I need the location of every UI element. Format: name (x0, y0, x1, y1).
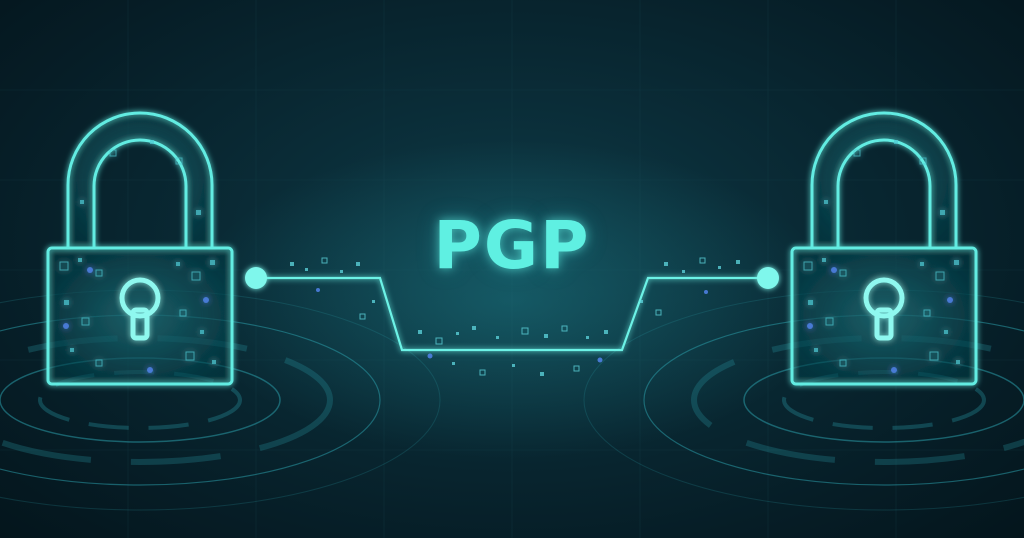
keyhole-icon (119, 277, 161, 341)
padlock-icon (46, 111, 234, 386)
connector-node-left (245, 267, 267, 289)
data-particles (290, 257, 740, 376)
rings-left (0, 289, 441, 511)
padlock-icon (790, 111, 978, 386)
page-title: PGP (433, 207, 591, 284)
circuit-line (245, 267, 779, 352)
connector-node-right (757, 267, 779, 289)
center-glow (192, 140, 832, 460)
keyhole-icon (863, 277, 905, 341)
